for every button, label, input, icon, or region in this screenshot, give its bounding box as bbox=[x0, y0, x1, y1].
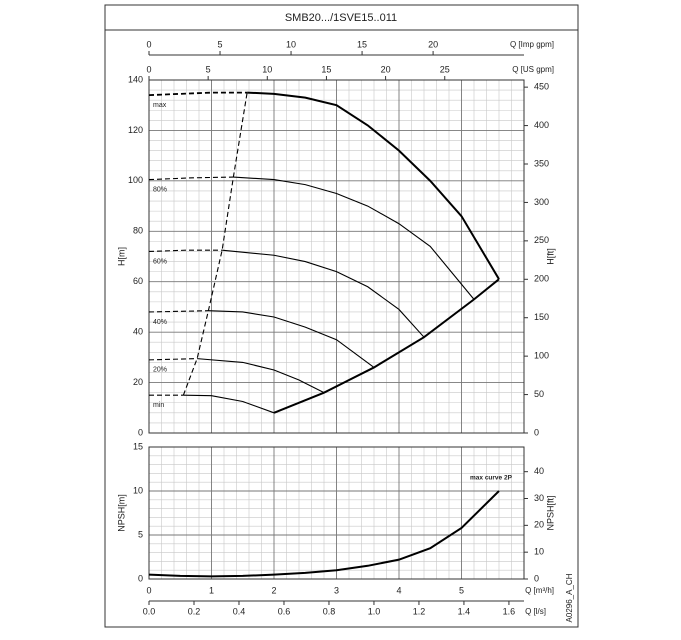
limit-line bbox=[182, 92, 248, 396]
bottom-axis-tick-label: 1.0 bbox=[368, 606, 381, 616]
bottom-axis-tick-label: 1.2 bbox=[413, 606, 426, 616]
bottom-axis-tick-label: 0.6 bbox=[278, 606, 291, 616]
pump-curve bbox=[233, 176, 475, 300]
y-tick-label: 0 bbox=[138, 427, 143, 437]
x-axis-label: Q [m³/h] bbox=[525, 586, 554, 595]
y-tick-label: 0 bbox=[138, 573, 143, 583]
y2-tick-label: 350 bbox=[534, 158, 549, 168]
pump-curve bbox=[247, 91, 500, 280]
x-tick-label: 4 bbox=[396, 585, 401, 595]
top-axis-label: Q [Imp gpm] bbox=[510, 40, 554, 49]
y2-tick-label: 400 bbox=[534, 120, 549, 130]
y2-tick-label: 150 bbox=[534, 312, 549, 322]
bottom-axis-tick-label: 1.6 bbox=[503, 606, 516, 616]
curve-lead-in bbox=[148, 176, 234, 181]
x-tick-label: 2 bbox=[271, 585, 276, 595]
x-tick-label: 0 bbox=[146, 585, 151, 595]
y-tick-label: 5 bbox=[138, 529, 143, 539]
bottom-axis-tick-label: 1.4 bbox=[458, 606, 471, 616]
y-tick-label: 15 bbox=[133, 441, 143, 451]
y-tick-label: 10 bbox=[133, 485, 143, 495]
top-axis-label: Q [US gpm] bbox=[512, 65, 554, 74]
sheet-frame bbox=[104, 4, 579, 628]
y-axis-label: H[m] bbox=[116, 247, 126, 266]
top-axis-tick-label: 15 bbox=[321, 64, 331, 74]
y-tick-label: 60 bbox=[133, 276, 143, 286]
x-tick-label: 5 bbox=[459, 585, 464, 595]
x-tick-label: 1 bbox=[209, 585, 214, 595]
y-axis-label: NPSH[m] bbox=[116, 494, 126, 532]
pump-curve bbox=[183, 394, 275, 414]
y2-tick-label: 100 bbox=[534, 351, 549, 361]
y2-tick-label: 450 bbox=[534, 82, 549, 92]
pump-curve bbox=[222, 249, 425, 338]
drawing-code: A0296_A_CH bbox=[565, 573, 574, 622]
envelope-curve bbox=[273, 278, 500, 414]
bottom-axis-tick-label: 0.4 bbox=[233, 606, 246, 616]
bottom-axis-tick-label: 0.2 bbox=[188, 606, 201, 616]
curve-lead-in bbox=[148, 91, 248, 97]
y-tick-label: 120 bbox=[128, 125, 143, 135]
y2-tick-label: 30 bbox=[534, 493, 544, 503]
y2-tick-label: 200 bbox=[534, 274, 549, 284]
sheet-title: SMB20.../1SVE15..011 bbox=[285, 12, 397, 24]
curve-label: max bbox=[153, 102, 167, 109]
y2-tick-label: 250 bbox=[534, 235, 549, 245]
npsh-curve bbox=[148, 490, 500, 578]
y2-tick-label: 40 bbox=[534, 466, 544, 476]
top-axis-tick-label: 20 bbox=[381, 64, 391, 74]
top-axis-tick-label: 15 bbox=[357, 39, 367, 49]
curve-lead-in bbox=[148, 358, 198, 361]
y-tick-label: 100 bbox=[128, 175, 143, 185]
curve-lead-in bbox=[148, 310, 209, 313]
curve-label: 60% bbox=[153, 258, 167, 265]
bottom-axis-tick-label: 0.0 bbox=[143, 606, 156, 616]
y2-tick-label: 0 bbox=[534, 427, 539, 437]
curve-label: max curve 2P bbox=[470, 475, 513, 482]
curve-label: 80% bbox=[153, 186, 167, 193]
top-axis-tick-label: 25 bbox=[440, 64, 450, 74]
top-axis-tick-label: 0 bbox=[146, 64, 151, 74]
top-axis-tick-label: 0 bbox=[146, 39, 151, 49]
curve-label: min bbox=[153, 402, 164, 409]
y2-tick-label: 10 bbox=[534, 547, 544, 557]
top-axis-tick-label: 10 bbox=[286, 39, 296, 49]
curve-label: 40% bbox=[153, 319, 167, 326]
top-axis-tick-label: 10 bbox=[262, 64, 272, 74]
curve-label: 20% bbox=[153, 367, 167, 374]
x-tick-label: 3 bbox=[334, 585, 339, 595]
top-axis-tick-label: 5 bbox=[218, 39, 223, 49]
plot-frame bbox=[148, 446, 525, 580]
pump-curve bbox=[197, 358, 325, 394]
bottom-axis-label: Q [l/s] bbox=[525, 607, 546, 616]
y2-tick-label: 50 bbox=[534, 389, 544, 399]
y-tick-label: 80 bbox=[133, 226, 143, 236]
bottom-axis-tick-label: 0.8 bbox=[323, 606, 336, 616]
top-axis-tick-label: 5 bbox=[206, 64, 211, 74]
y2-tick-label: 20 bbox=[534, 520, 544, 530]
y2-axis-label: H[ft] bbox=[545, 248, 555, 265]
y-tick-label: 20 bbox=[133, 377, 143, 387]
curve-lead-in bbox=[148, 249, 223, 253]
y2-axis-label: NPSH[ft] bbox=[545, 495, 555, 530]
y-tick-label: 140 bbox=[128, 74, 143, 84]
top-axis-tick-label: 20 bbox=[428, 39, 438, 49]
y2-tick-label: 0 bbox=[534, 573, 539, 583]
y-tick-label: 40 bbox=[133, 327, 143, 337]
y2-tick-label: 300 bbox=[534, 197, 549, 207]
pump-curve bbox=[208, 310, 375, 368]
